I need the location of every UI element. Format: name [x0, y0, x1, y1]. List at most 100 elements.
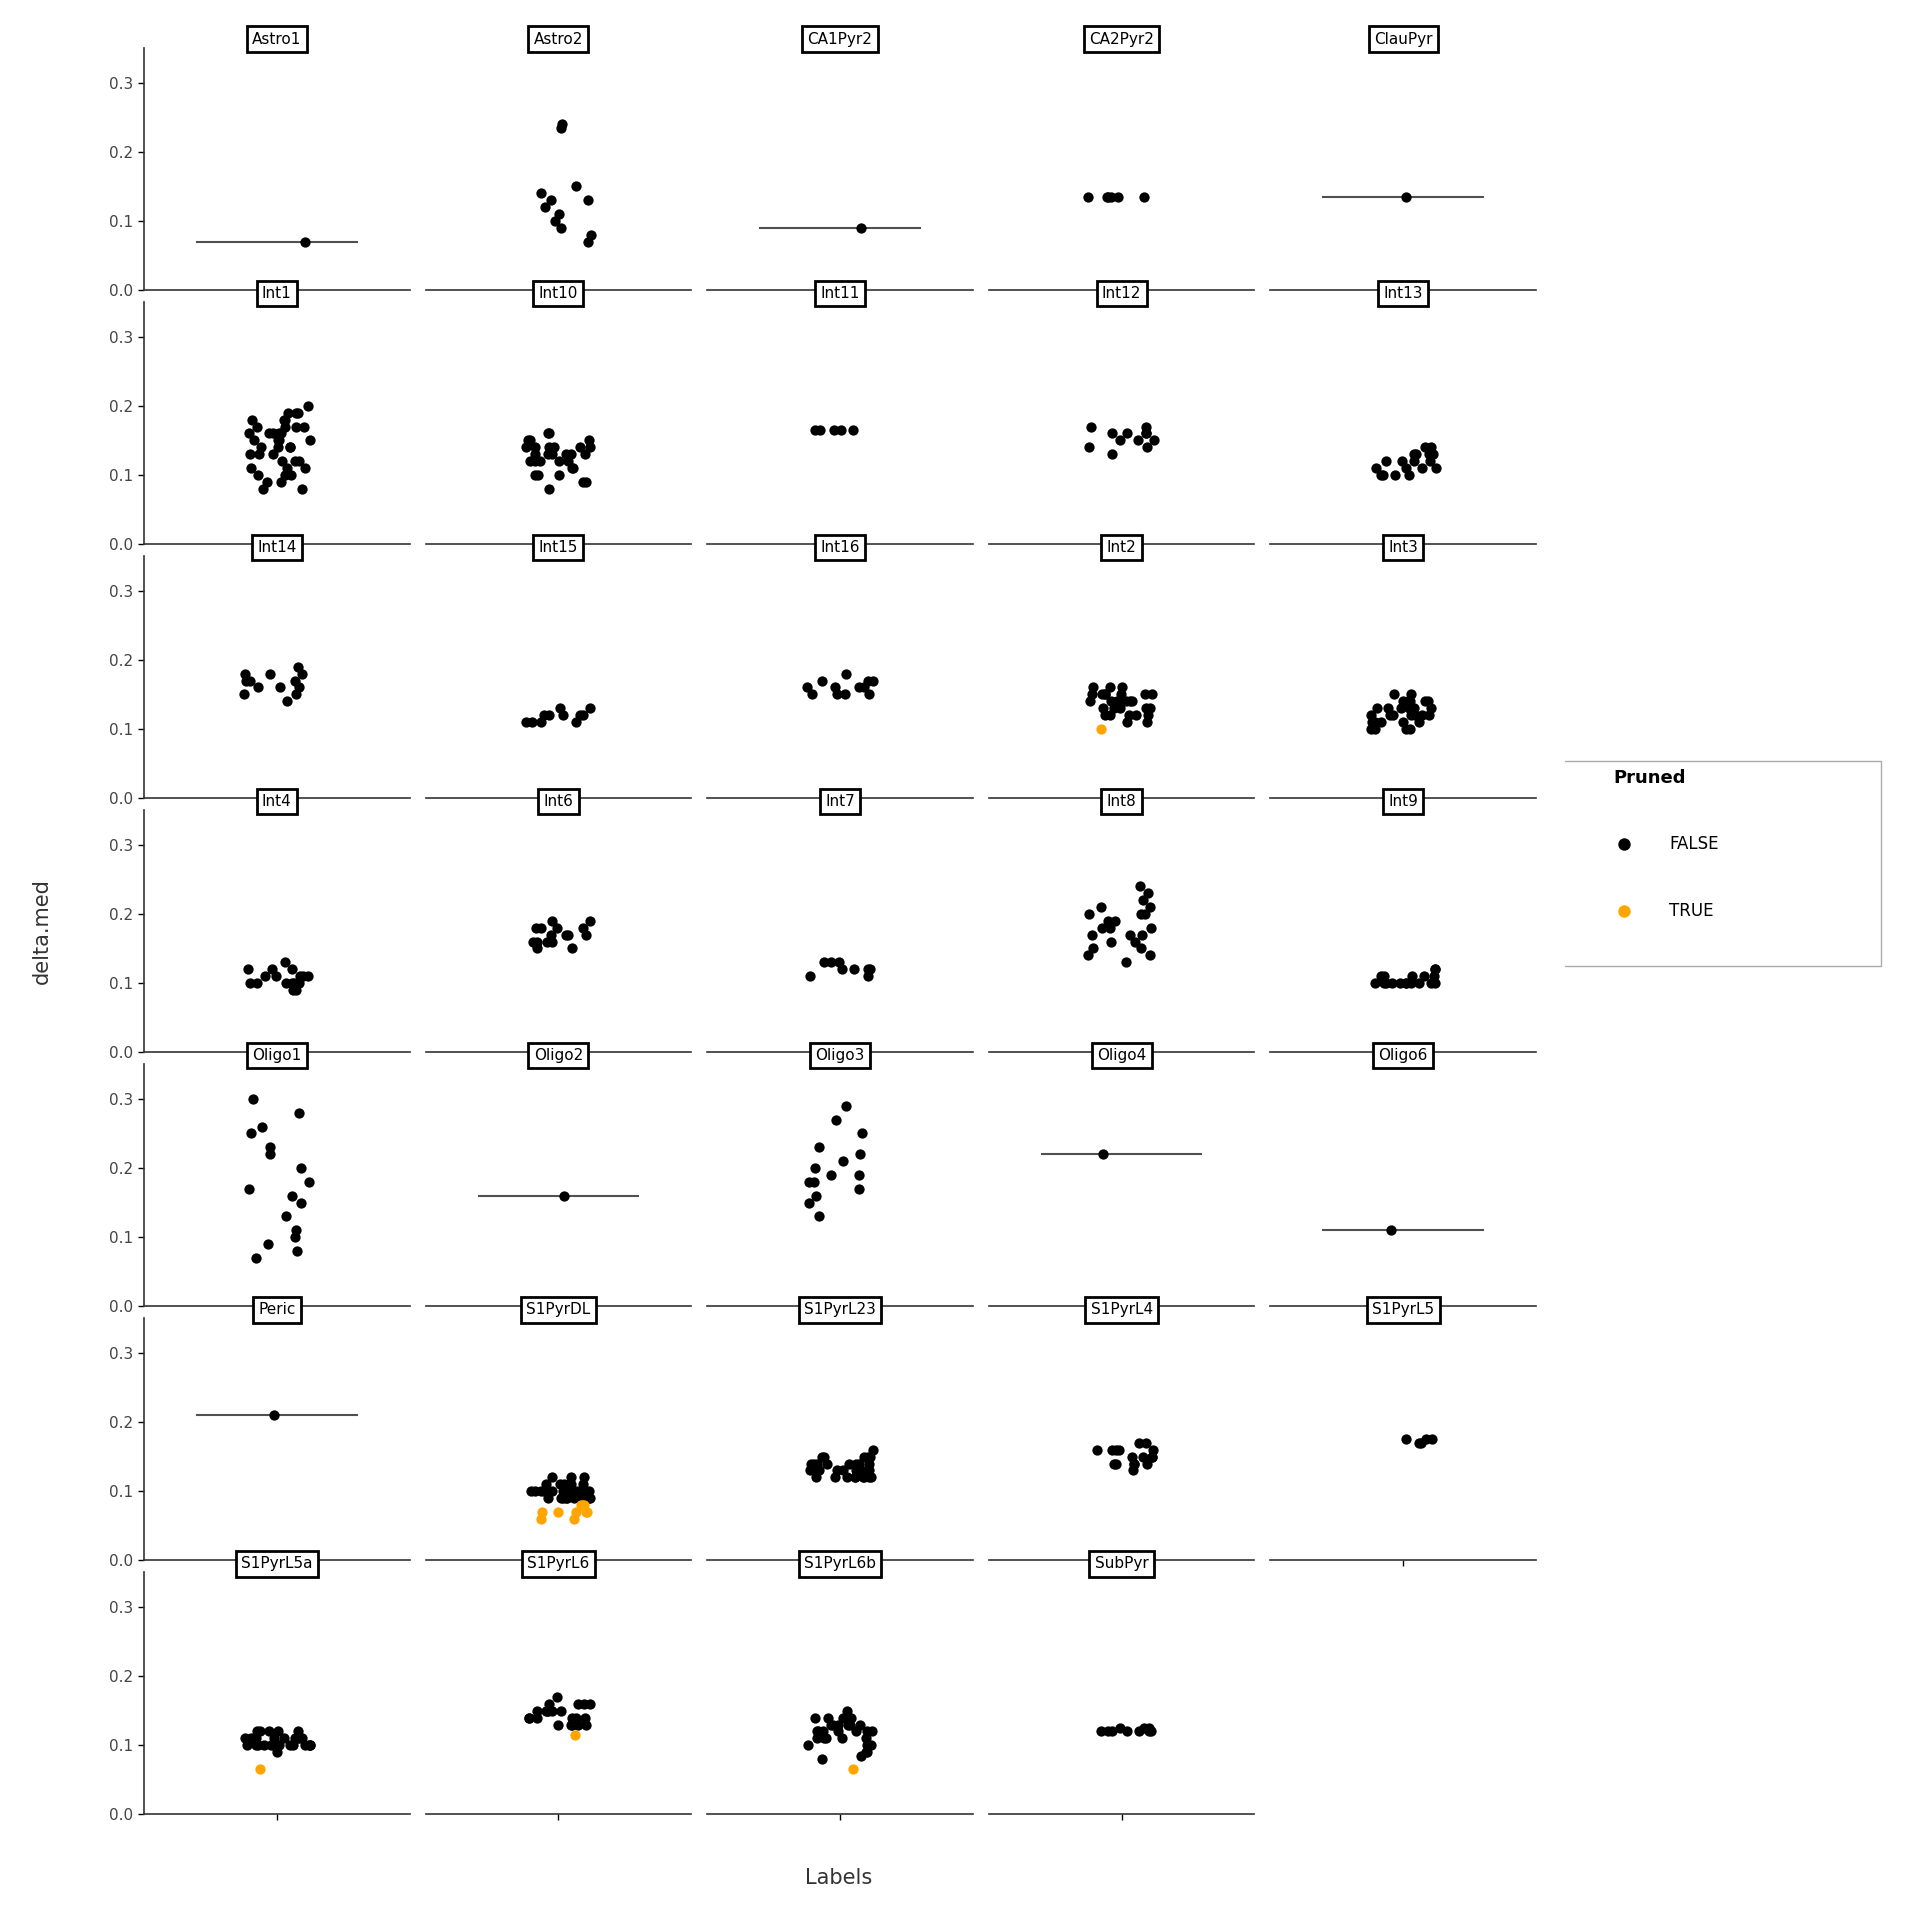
Point: [526, 1496, 557, 1526]
Point: [852, 1716, 883, 1747]
Point: [1110, 947, 1140, 977]
Point: [559, 1503, 589, 1534]
Point: [553, 445, 584, 476]
Title: Astro2: Astro2: [534, 33, 584, 46]
Point: [818, 1709, 849, 1740]
Point: [290, 453, 321, 484]
Point: [532, 1695, 563, 1726]
Point: [1094, 699, 1125, 730]
Point: [522, 459, 553, 490]
Point: [854, 1461, 885, 1492]
Point: [1365, 459, 1396, 490]
Point: [520, 445, 551, 476]
Point: [829, 1091, 860, 1121]
Point: [1098, 693, 1129, 724]
Point: [1075, 685, 1106, 716]
Text: Pruned: Pruned: [1613, 768, 1686, 787]
Point: [275, 1730, 305, 1761]
Point: [808, 1442, 839, 1473]
Point: [236, 1117, 267, 1148]
Point: [250, 1730, 280, 1761]
Point: [286, 1722, 317, 1753]
Title: Int1: Int1: [261, 286, 292, 301]
Point: [835, 1703, 866, 1734]
Point: [1091, 680, 1121, 710]
Point: [288, 960, 319, 991]
Point: [547, 1482, 578, 1513]
Point: [551, 1482, 582, 1513]
Point: [1092, 180, 1123, 211]
Point: [294, 424, 324, 455]
Point: [1417, 1425, 1448, 1455]
Text: delta.med: delta.med: [33, 877, 52, 985]
Point: [534, 432, 564, 463]
Point: [820, 415, 851, 445]
Point: [799, 1167, 829, 1198]
Point: [1411, 1425, 1442, 1455]
Point: [1083, 1434, 1114, 1465]
Point: [294, 1730, 324, 1761]
Point: [286, 1152, 317, 1183]
Point: [1373, 693, 1404, 724]
Point: [526, 707, 557, 737]
Point: [1609, 828, 1640, 858]
Point: [1131, 419, 1162, 449]
Point: [820, 1461, 851, 1492]
Point: [545, 1695, 576, 1726]
Point: [290, 1730, 321, 1761]
Point: [280, 680, 311, 710]
Point: [286, 474, 317, 505]
Point: [1419, 954, 1450, 985]
Point: [816, 1160, 847, 1190]
Point: [545, 111, 576, 142]
Point: [275, 432, 305, 463]
Point: [228, 680, 259, 710]
Point: [265, 672, 296, 703]
Point: [851, 1738, 881, 1768]
Point: [294, 390, 324, 420]
Point: [1137, 912, 1167, 943]
Point: [1390, 1425, 1421, 1455]
Point: [1104, 1434, 1135, 1465]
Point: [564, 432, 595, 463]
Point: [801, 1461, 831, 1492]
Point: [1096, 419, 1127, 449]
Point: [854, 680, 885, 710]
Point: [292, 960, 323, 991]
Point: [1087, 693, 1117, 724]
Point: [246, 1112, 276, 1142]
Point: [849, 1442, 879, 1473]
Point: [858, 664, 889, 695]
Point: [255, 1730, 286, 1761]
Point: [557, 1461, 588, 1492]
Point: [1357, 707, 1388, 737]
Point: [232, 1730, 263, 1761]
Title: S1PyrL6b: S1PyrL6b: [804, 1557, 876, 1571]
Title: Oligo6: Oligo6: [1379, 1048, 1428, 1064]
Point: [284, 672, 315, 703]
Point: [1131, 432, 1162, 463]
Point: [561, 1720, 591, 1751]
Point: [808, 947, 839, 977]
Point: [568, 1482, 599, 1513]
Point: [572, 184, 603, 215]
Point: [513, 1703, 543, 1734]
Point: [799, 1448, 829, 1478]
Point: [1400, 699, 1430, 730]
Point: [1365, 960, 1396, 991]
Point: [286, 1187, 317, 1217]
Point: [263, 419, 294, 449]
Point: [520, 1476, 551, 1507]
Point: [265, 467, 296, 497]
Point: [1404, 968, 1434, 998]
Title: Int8: Int8: [1106, 795, 1137, 808]
Point: [294, 1167, 324, 1198]
Point: [568, 1461, 599, 1492]
Title: S1PyrL5a: S1PyrL5a: [242, 1557, 313, 1571]
Point: [1073, 180, 1104, 211]
Point: [845, 1709, 876, 1740]
Point: [275, 432, 305, 463]
Point: [1129, 180, 1160, 211]
Point: [236, 453, 267, 484]
Point: [242, 968, 273, 998]
